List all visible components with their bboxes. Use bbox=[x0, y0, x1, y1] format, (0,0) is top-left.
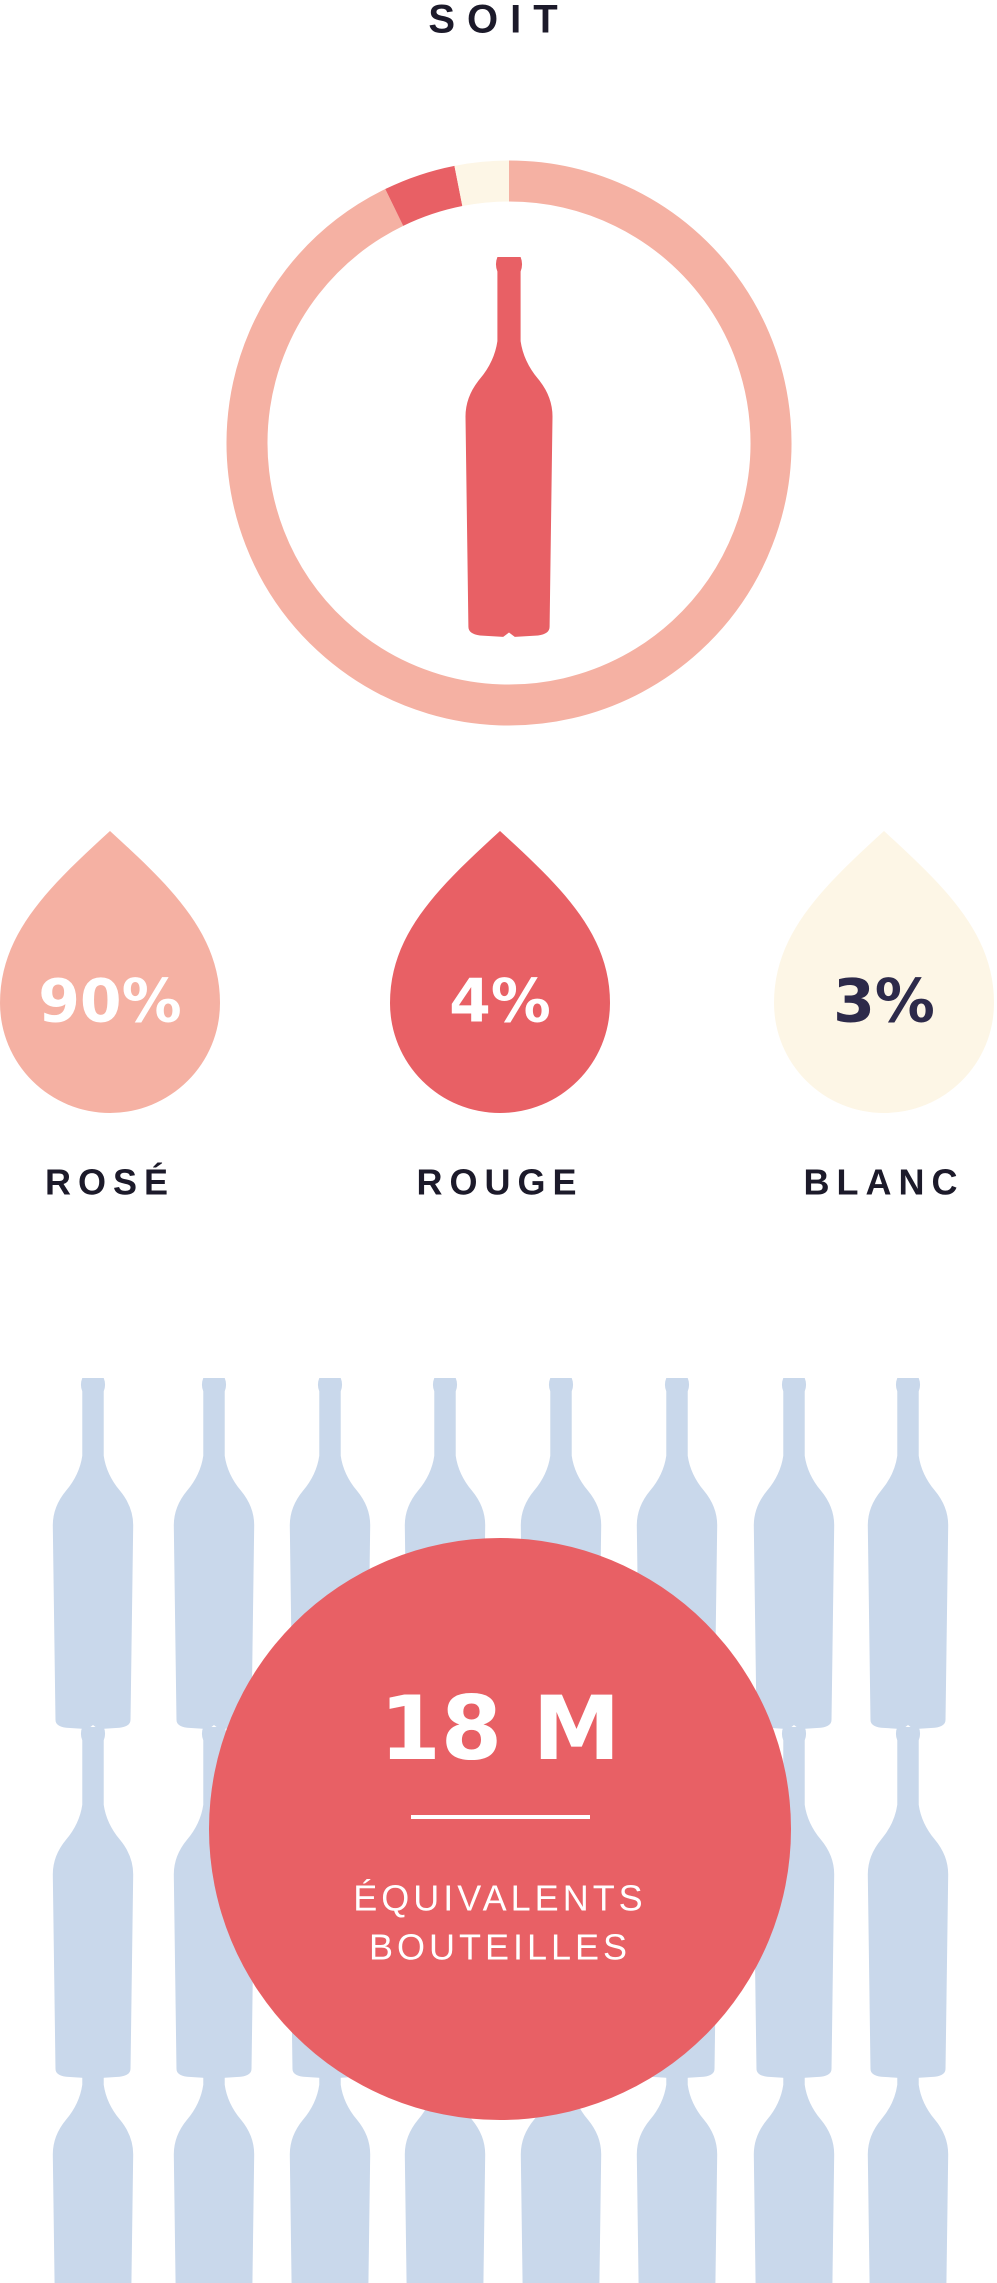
bg-bottle bbox=[867, 1378, 949, 1730]
bg-bottle bbox=[753, 1378, 835, 1730]
bg-bottle bbox=[173, 1378, 255, 1730]
category-label: ROSÉ bbox=[45, 1162, 175, 1203]
value-label: 90% bbox=[38, 967, 182, 1037]
value-label: 4% bbox=[449, 967, 551, 1037]
title: SOIT bbox=[428, 0, 569, 42]
drops: 90% ROSÉ 4% ROUGE 3% BLANC bbox=[0, 831, 994, 1203]
donut-segment bbox=[454, 160, 510, 207]
category-label: BLANC bbox=[804, 1162, 965, 1203]
callout-caption: ÉQUIVALENTS bbox=[353, 1878, 646, 1919]
donut bbox=[226, 160, 792, 726]
category-label: ROUGE bbox=[416, 1162, 583, 1203]
center-bottle bbox=[465, 257, 553, 637]
donut-segment bbox=[385, 165, 463, 227]
bg-bottle bbox=[52, 1378, 134, 1730]
drop bbox=[390, 831, 610, 1113]
callout-caption: BOUTEILLES bbox=[369, 1927, 631, 1968]
callout-value: 18 M bbox=[380, 1677, 621, 1780]
callout-circle bbox=[209, 1538, 791, 2120]
value-label: 3% bbox=[833, 967, 935, 1037]
drop bbox=[774, 831, 994, 1113]
donut-segment bbox=[226, 160, 792, 726]
drop bbox=[0, 831, 220, 1113]
